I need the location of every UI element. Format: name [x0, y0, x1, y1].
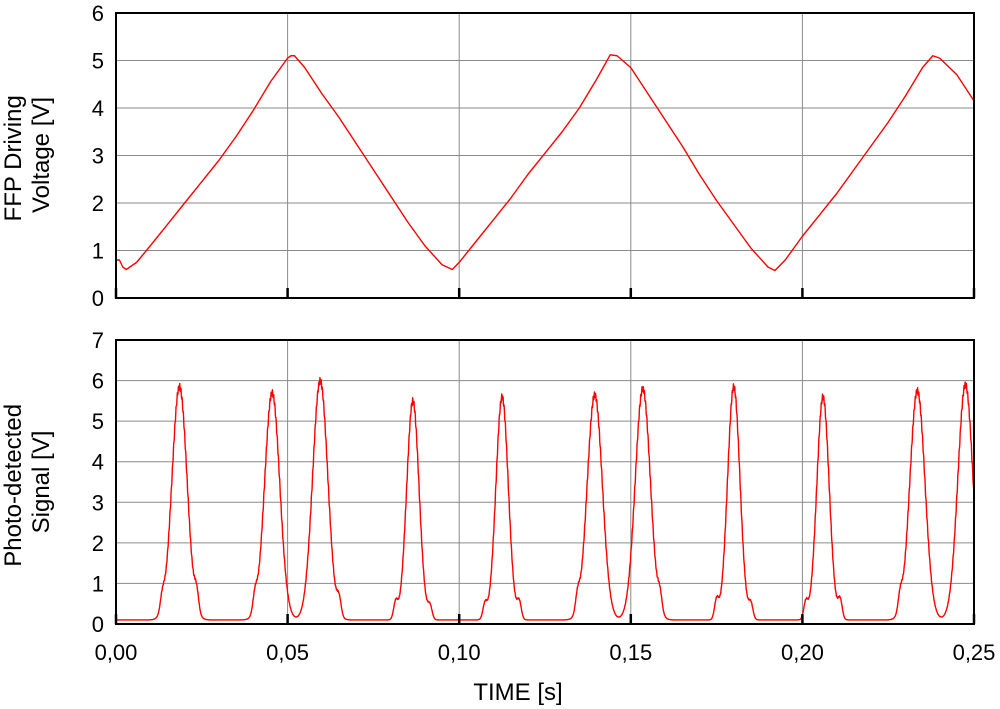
y-tick-label: 4 — [92, 96, 104, 121]
y-tick-label: 3 — [92, 144, 104, 169]
y-tick-label: 0 — [92, 612, 104, 637]
voltage-panel: 0 1 2 3 4 5 6 FFP Driving Voltage [V] — [0, 1, 976, 311]
signal-trace — [115, 376, 975, 621]
y-tick-label: 5 — [92, 49, 104, 74]
signal-x-ticks — [114, 614, 976, 624]
voltage-y-tick-labels: 0 1 2 3 4 5 6 — [92, 1, 104, 311]
y-tick-label: 5 — [92, 409, 104, 434]
signal-y-tick-labels: 0 1 2 3 4 5 6 7 — [92, 328, 104, 637]
y-tick-label: 4 — [92, 450, 104, 475]
voltage-trace — [116, 54, 975, 272]
x-tick-label: 0,10 — [438, 640, 481, 665]
y-tick-label: 6 — [92, 1, 104, 26]
x-axis-title: TIME [s] — [473, 679, 562, 706]
signal-x-tick-labels: 0,00 0,05 0,10 0,15 0,20 0,25 — [95, 640, 996, 665]
x-tick-label: 0,15 — [609, 640, 652, 665]
signal-y-axis-title: Photo-detected Signal [V] — [0, 397, 55, 566]
y-tick-label: 1 — [92, 571, 104, 596]
y-tick-label: 6 — [92, 369, 104, 394]
voltage-x-ticks — [114, 288, 976, 298]
y-tick-label: 2 — [92, 531, 104, 556]
voltage-grid — [116, 13, 974, 298]
y-tick-label: 3 — [92, 490, 104, 515]
x-tick-label: 0,05 — [266, 640, 309, 665]
y-tick-label: 0 — [92, 286, 104, 311]
x-tick-label: 0,20 — [781, 640, 824, 665]
x-tick-label: 0,00 — [95, 640, 138, 665]
voltage-y-axis-title: FFP Driving Voltage [V] — [0, 89, 55, 222]
x-tick-label: 0,25 — [953, 640, 996, 665]
voltage-plot-frame — [115, 12, 975, 299]
y-tick-label: 7 — [92, 328, 104, 353]
y-tick-label: 1 — [92, 239, 104, 264]
signal-plot-frame — [115, 339, 975, 625]
y-tick-label: 2 — [92, 191, 104, 216]
signal-panel: 0 1 2 3 4 5 6 7 0,00 0,05 0,10 0,15 0,20 0,25 Photo-… — [0, 328, 995, 706]
signal-grid — [116, 340, 974, 624]
